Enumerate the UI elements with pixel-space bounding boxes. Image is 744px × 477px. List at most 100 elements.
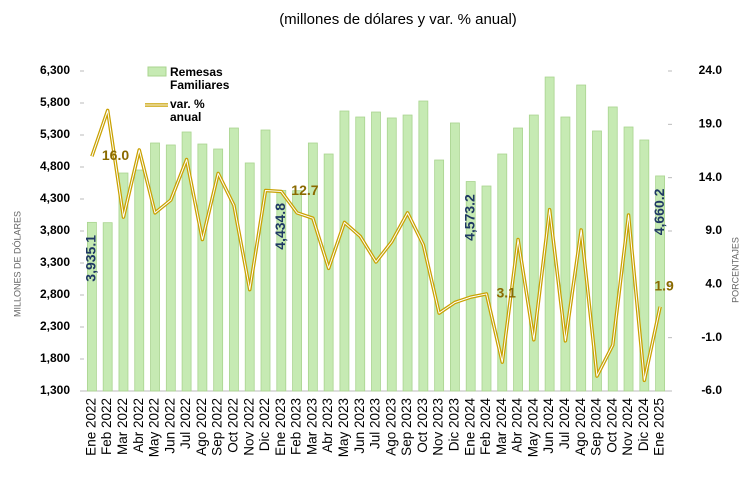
y2-tick-label: 9.0 <box>705 223 722 237</box>
bar <box>292 190 302 392</box>
x-tick-label: Abr 2022 <box>131 398 146 453</box>
x-tick-label: Feb 2024 <box>478 398 493 456</box>
bar <box>181 131 192 392</box>
data-label: 4,573.2 <box>461 194 477 241</box>
bar <box>560 116 571 392</box>
y2-tick-label: -1.0 <box>701 330 722 344</box>
line-highlight <box>91 109 661 381</box>
x-tick-label: Feb 2022 <box>99 398 114 455</box>
bar <box>655 175 666 392</box>
data-label: 4,434.8 <box>272 203 288 250</box>
bar <box>118 172 129 392</box>
bar <box>481 185 492 392</box>
x-tick-label: Oct 2023 <box>415 398 430 453</box>
y-tick-label: 1,800 <box>40 351 70 365</box>
bar <box>592 130 602 392</box>
y-tick-label: 1,300 <box>40 383 70 397</box>
x-tick-label: Sep 2024 <box>589 398 604 456</box>
x-tick-label: Nov 2023 <box>431 398 446 456</box>
x-tick-label: Ene 2025 <box>652 398 667 456</box>
x-tick-label: Nov 2024 <box>620 398 635 456</box>
legend-swatch-bar <box>147 66 167 77</box>
x-tick-label: Sep 2022 <box>210 398 225 456</box>
bar <box>371 111 381 392</box>
y2-tick-label: 24.0 <box>699 63 723 77</box>
y-tick-label: 5,800 <box>40 95 70 109</box>
y2-axis-label: PORCENTAJES <box>730 237 740 303</box>
bar <box>450 122 460 392</box>
data-label: 3,935.1 <box>83 235 99 282</box>
bar <box>165 144 176 392</box>
y-tick-label: 2,800 <box>40 287 70 301</box>
bar <box>434 159 445 392</box>
bar <box>323 153 334 392</box>
legend-label: var. % anual <box>170 97 205 124</box>
bar <box>465 181 476 392</box>
y2-tick-label: 19.0 <box>699 117 723 131</box>
data-label: 16.0 <box>102 147 129 163</box>
x-tick-label: May 2023 <box>336 398 351 457</box>
y2-tick-label: 14.0 <box>699 170 723 184</box>
bar <box>213 148 224 392</box>
x-tick-label: Mar 2024 <box>494 398 509 456</box>
bar <box>244 162 255 392</box>
bar <box>386 117 397 392</box>
bar <box>639 139 650 392</box>
x-tick-label: Ene 2022 <box>83 398 98 456</box>
y-tick-label: 3,300 <box>40 255 70 269</box>
bar <box>339 110 350 392</box>
x-tick-label: Jun 2023 <box>352 398 367 454</box>
data-label: 3.1 <box>496 285 516 301</box>
x-tick-label: Jul 2022 <box>178 398 193 449</box>
y-tick-label: 5,300 <box>40 127 70 141</box>
x-tick-label: May 2022 <box>147 398 162 457</box>
y-tick-label: 4,300 <box>40 191 70 205</box>
data-label: 1.9 <box>654 277 674 293</box>
x-tick-label: Ago 2023 <box>383 398 398 456</box>
x-tick-label: Nov 2022 <box>241 398 256 456</box>
bar <box>197 143 208 392</box>
x-tick-label: Ago 2022 <box>194 398 209 456</box>
x-tick-label: Sep 2023 <box>399 398 414 456</box>
x-tick-label: Ene 2024 <box>462 398 477 456</box>
bar <box>307 142 318 392</box>
x-tick-label: Oct 2022 <box>226 398 241 453</box>
y-tick-label: 6,300 <box>40 63 70 77</box>
bar <box>497 153 508 392</box>
bar <box>134 169 145 392</box>
x-tick-label: Ago 2024 <box>573 398 588 456</box>
bar <box>607 106 618 392</box>
y-axis-label: MILLONES DE DÓLARES <box>12 211 22 317</box>
y-tick-label: 2,300 <box>40 319 70 333</box>
bar <box>402 114 413 392</box>
data-label: 4,660.2 <box>651 188 667 235</box>
x-tick-label: Jun 2022 <box>162 398 177 454</box>
bar <box>260 129 271 392</box>
x-tick-label: Mar 2022 <box>115 398 130 455</box>
x-tick-label: Feb 2023 <box>289 398 304 455</box>
legend-label: Remesas Familiares <box>170 65 230 92</box>
y2-tick-label: -6.0 <box>701 383 722 397</box>
x-tick-label: Dic 2024 <box>636 398 651 452</box>
x-tick-label: Dic 2023 <box>446 398 461 451</box>
bar <box>102 222 113 392</box>
bar <box>150 142 160 392</box>
x-tick-label: Jul 2024 <box>557 398 572 450</box>
x-tick-label: Ene 2023 <box>273 398 288 456</box>
x-tick-label: Jul 2023 <box>368 398 383 449</box>
bar <box>355 116 366 392</box>
data-label: 12.7 <box>291 182 318 198</box>
y2-tick-label: 4.0 <box>705 277 722 291</box>
bar <box>86 221 97 392</box>
x-tick-label: Abr 2024 <box>510 398 525 453</box>
x-tick-label: Jun 2024 <box>541 398 556 454</box>
y-tick-label: 4,800 <box>40 159 70 173</box>
x-tick-label: Mar 2023 <box>304 398 319 455</box>
y-tick-label: 3,800 <box>40 223 70 237</box>
bar <box>229 127 239 392</box>
x-tick-label: Abr 2023 <box>320 398 335 453</box>
x-tick-label: Dic 2022 <box>257 398 272 451</box>
x-tick-label: Oct 2024 <box>604 398 619 453</box>
